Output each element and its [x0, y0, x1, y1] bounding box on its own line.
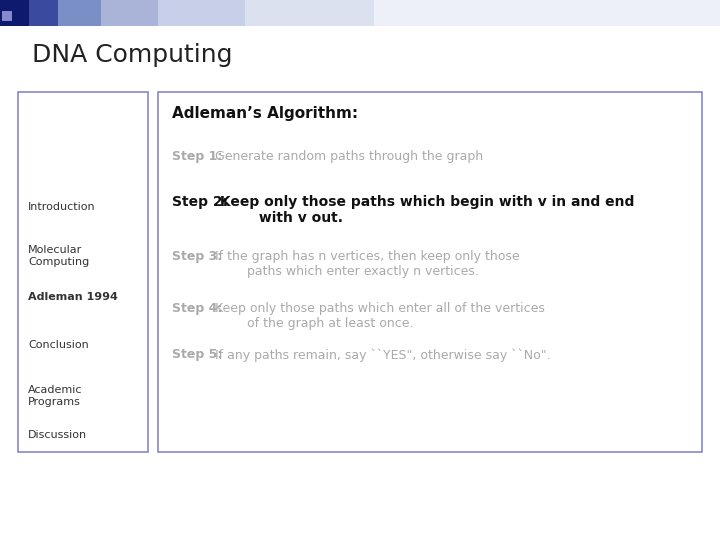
Text: If the graph has n vertices, then keep only those
         paths which enter exa: If the graph has n vertices, then keep o…	[211, 250, 520, 278]
Text: Generate random paths through the graph: Generate random paths through the graph	[211, 150, 483, 163]
Text: Discussion: Discussion	[28, 430, 87, 440]
Bar	[58, 0, 101, 26]
Text: Introduction: Introduction	[28, 202, 96, 212]
FancyBboxPatch shape	[158, 92, 702, 452]
Text: Step 2:: Step 2:	[172, 195, 228, 209]
Text: Keep only those paths which enter all of the vertices
         of the graph at l: Keep only those paths which enter all of…	[211, 302, 545, 330]
Text: Step 4:: Step 4:	[172, 302, 222, 315]
Text: Keep only those paths which begin with v in and end
         with v out.: Keep only those paths which begin with v…	[215, 195, 635, 225]
Text: Step 3:: Step 3:	[172, 250, 222, 263]
Bar	[2, 0, 12, 10]
Text: Conclusion: Conclusion	[28, 340, 89, 350]
Bar	[245, 0, 374, 26]
Text: Adleman 1994: Adleman 1994	[28, 292, 118, 302]
FancyBboxPatch shape	[18, 92, 148, 452]
Bar	[0, 0, 29, 26]
Text: DNA Computing: DNA Computing	[32, 43, 233, 67]
Text: Molecular
Computing: Molecular Computing	[28, 245, 89, 267]
Text: Step 1:: Step 1:	[172, 150, 222, 163]
Bar	[374, 0, 720, 26]
Text: If any paths remain, say ``YES", otherwise say ``No".: If any paths remain, say ``YES", otherwi…	[211, 348, 551, 361]
Text: Step 5:: Step 5:	[172, 348, 222, 361]
Bar	[2, 11, 12, 21]
Text: Adleman’s Algorithm:: Adleman’s Algorithm:	[172, 106, 358, 121]
Bar	[13, 11, 23, 21]
Text: Academic
Programs: Academic Programs	[28, 385, 83, 407]
Bar	[158, 0, 245, 26]
Bar	[29, 0, 58, 26]
Bar	[101, 0, 158, 26]
